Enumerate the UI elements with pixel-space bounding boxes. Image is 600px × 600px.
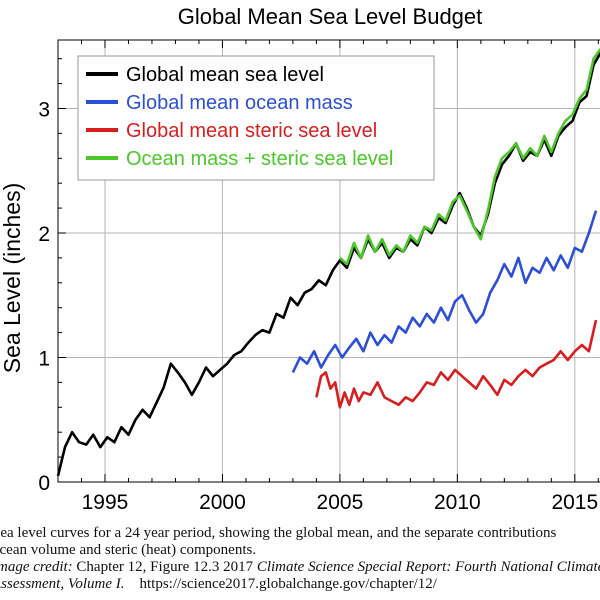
x-tick-label: 1995 bbox=[82, 491, 129, 514]
x-tick-label: 2000 bbox=[199, 491, 246, 514]
legend-label: Global mean steric sea level bbox=[126, 120, 377, 142]
figure-caption: Sea level curves for a 24 year period, s… bbox=[0, 525, 600, 593]
legend: Global mean sea level Global mean ocean m… bbox=[77, 55, 435, 181]
credit-report: Climate Science Special Report: Fourth N… bbox=[256, 559, 600, 575]
caption-line-2: ocean volume and steric (heat) component… bbox=[0, 542, 257, 558]
chart-title: Global Mean Sea Level Budget bbox=[178, 4, 483, 29]
y-tick-label: 1 bbox=[38, 347, 50, 370]
series-line bbox=[291, 210, 598, 373]
x-tick-label: 2015 bbox=[551, 491, 598, 514]
legend-label: Ocean mass + steric sea level bbox=[126, 148, 393, 170]
credit-report-2: Assessment, Volume I. bbox=[0, 576, 125, 592]
sea-level-chart: Global Mean Sea Level Budget Sea Level (… bbox=[0, 4, 600, 514]
y-tick-label: 0 bbox=[38, 472, 50, 495]
legend-label: Global mean sea level bbox=[126, 64, 324, 86]
axis-ticks: 1995 2000 2005 2010 2015 0 1 2 3 bbox=[38, 40, 599, 514]
plot-frame bbox=[57, 39, 600, 483]
series-layer bbox=[56, 47, 600, 477]
x-tick-label: 2010 bbox=[434, 491, 481, 514]
series-line bbox=[315, 319, 598, 409]
credit-url[interactable]: https://science2017.globalchange.gov/cha… bbox=[139, 576, 437, 592]
series-line bbox=[56, 51, 600, 477]
legend-box bbox=[77, 55, 435, 181]
legend-label: Global mean ocean mass bbox=[126, 92, 353, 114]
caption-line-1: Sea level curves for a 24 year period, s… bbox=[0, 525, 557, 541]
y-tick-label: 3 bbox=[38, 98, 50, 121]
y-tick-label: 2 bbox=[38, 223, 50, 246]
credit-label: Image credit: bbox=[0, 559, 73, 575]
y-axis-label: Sea Level (inches) bbox=[0, 183, 25, 374]
credit-text: Chapter 12, Figure 12.3 2017 bbox=[72, 559, 257, 575]
x-tick-label: 2005 bbox=[317, 491, 364, 514]
series-line bbox=[339, 47, 600, 266]
